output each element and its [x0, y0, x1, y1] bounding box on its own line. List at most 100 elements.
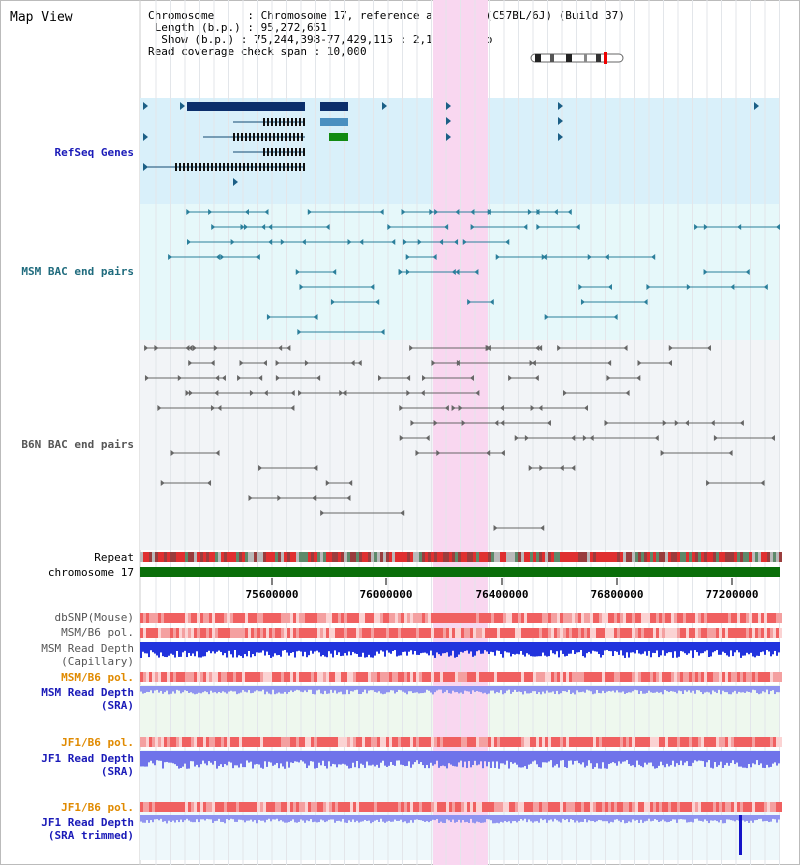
read-depth-bar — [376, 686, 378, 693]
track-label-jf1-read-depth-sra[interactable]: JF1 Read Depth — [41, 752, 134, 765]
repeat-cell — [599, 552, 602, 562]
read-depth-bar — [276, 751, 278, 764]
read-depth-bar — [170, 686, 172, 694]
polymorphism-cell — [530, 613, 533, 623]
track-label-refseq[interactable]: RefSeq Genes — [54, 146, 134, 159]
read-depth-bar — [298, 642, 300, 651]
repeat-cell — [365, 552, 368, 562]
polymorphism-cell — [179, 737, 182, 747]
read-depth-bar — [222, 642, 224, 656]
read-depth-bar — [252, 751, 254, 769]
track-label-jf1-b6-pol-2[interactable]: JF1/B6 pol. — [61, 801, 134, 814]
chromosome-ideogram-icon[interactable] — [530, 52, 624, 64]
read-depth-bar — [406, 815, 408, 824]
read-depth-bar — [466, 686, 468, 692]
read-depth-bar — [450, 642, 452, 656]
track-label-dbsnp[interactable]: dbSNP(Mouse) — [54, 611, 134, 624]
track-label-jf1-b6-pol[interactable]: JF1/B6 pol. — [61, 736, 134, 749]
polymorphism-cell — [305, 737, 308, 747]
read-depth-bar — [202, 815, 204, 820]
read-depth-bar — [720, 642, 722, 655]
read-depth-bar — [284, 642, 286, 651]
polymorphism-cell — [434, 613, 437, 623]
polymorphism-cell — [392, 802, 395, 812]
read-depth-bar — [506, 751, 508, 761]
read-depth-bar — [284, 686, 286, 692]
polymorphism-cell — [587, 672, 590, 682]
polymorphism-cell — [593, 613, 596, 623]
read-depth-bar — [514, 751, 516, 763]
read-depth-bar — [276, 815, 278, 819]
polymorphism-cell — [323, 737, 326, 747]
polymorphism-cell — [284, 737, 287, 747]
read-depth-bar — [190, 642, 192, 656]
read-depth-bar — [718, 642, 720, 655]
polymorphism-cell — [302, 672, 305, 682]
read-depth-bar — [158, 642, 160, 658]
read-depth-bar — [524, 751, 526, 767]
polymorphism-cell — [263, 628, 266, 638]
read-depth-bar — [730, 751, 732, 763]
read-depth-bar — [734, 642, 736, 653]
track-label-b6n-bac[interactable]: B6N BAC end pairs — [21, 438, 134, 451]
track-label-msm-read-depth-sra[interactable]: MSM Read Depth — [41, 686, 134, 699]
read-depth-bar — [306, 686, 308, 693]
read-depth-bar — [192, 642, 194, 654]
read-depth-bar — [680, 815, 682, 820]
read-depth-bar — [372, 815, 374, 823]
polymorphism-cell — [359, 802, 362, 812]
polymorphism-cell — [356, 802, 359, 812]
polymorphism-cell — [425, 737, 428, 747]
polymorphism-cell — [659, 672, 662, 682]
polymorphism-cell — [329, 613, 332, 623]
track-label-msm-read-depth-capillary[interactable]: MSM Read Depth — [41, 642, 134, 655]
repeat-cell — [254, 552, 257, 562]
polymorphism-cell — [617, 613, 620, 623]
read-depth-bar — [246, 686, 248, 693]
polymorphism-cell — [200, 802, 203, 812]
read-depth-bar — [304, 751, 306, 764]
bac-end — [474, 269, 479, 275]
polymorphism-cell — [620, 737, 623, 747]
bac-end — [406, 375, 411, 381]
track-label-msm-b6-pol-2[interactable]: MSM/B6 pol. — [61, 671, 134, 684]
exon — [211, 163, 213, 171]
polymorphism-cell — [434, 802, 437, 812]
repeat-cell — [578, 552, 581, 562]
track-label-jf1-read-depth-trimmed[interactable]: JF1 Read Depth — [41, 816, 134, 829]
read-depth-bar — [140, 815, 142, 822]
polymorphism-cell — [320, 628, 323, 638]
track-label-msm-bac[interactable]: MSM BAC end pairs — [21, 265, 134, 278]
read-depth-bar — [722, 751, 724, 768]
polymorphism-cell — [527, 672, 530, 682]
read-depth-bar — [684, 686, 686, 691]
polymorphism-cell — [383, 628, 386, 638]
read-depth-bar — [660, 751, 662, 762]
bac-end — [706, 345, 711, 351]
track-label-chromosome[interactable]: chromosome 17 — [47, 566, 134, 579]
read-depth-bar — [700, 751, 702, 761]
read-depth-bar — [312, 686, 314, 694]
axis-tick-label: 77200000 — [705, 588, 759, 601]
read-depth-bar — [296, 642, 298, 652]
track-label-repeat[interactable]: Repeat — [94, 551, 134, 564]
polymorphism-cell — [491, 628, 494, 638]
polymorphism-cell — [518, 802, 521, 812]
repeat-cell — [176, 552, 179, 562]
polymorphism-cell — [467, 672, 470, 682]
read-depth-bar — [598, 642, 600, 655]
polymorphism-cell — [437, 737, 440, 747]
repeat-cell — [425, 552, 428, 562]
track-label-msm-b6-pol[interactable]: MSM/B6 pol. — [61, 626, 134, 639]
read-depth-bar — [392, 751, 394, 765]
bac-end — [694, 224, 699, 230]
read-depth-bar — [162, 686, 164, 694]
polymorphism-cell — [674, 628, 677, 638]
read-depth-bar — [292, 686, 294, 693]
read-depth-bar — [328, 642, 330, 652]
polymorphism-cell — [161, 628, 164, 638]
repeat-cell — [656, 552, 659, 562]
read-depth-bar — [510, 686, 512, 694]
repeat-cell — [221, 552, 224, 562]
